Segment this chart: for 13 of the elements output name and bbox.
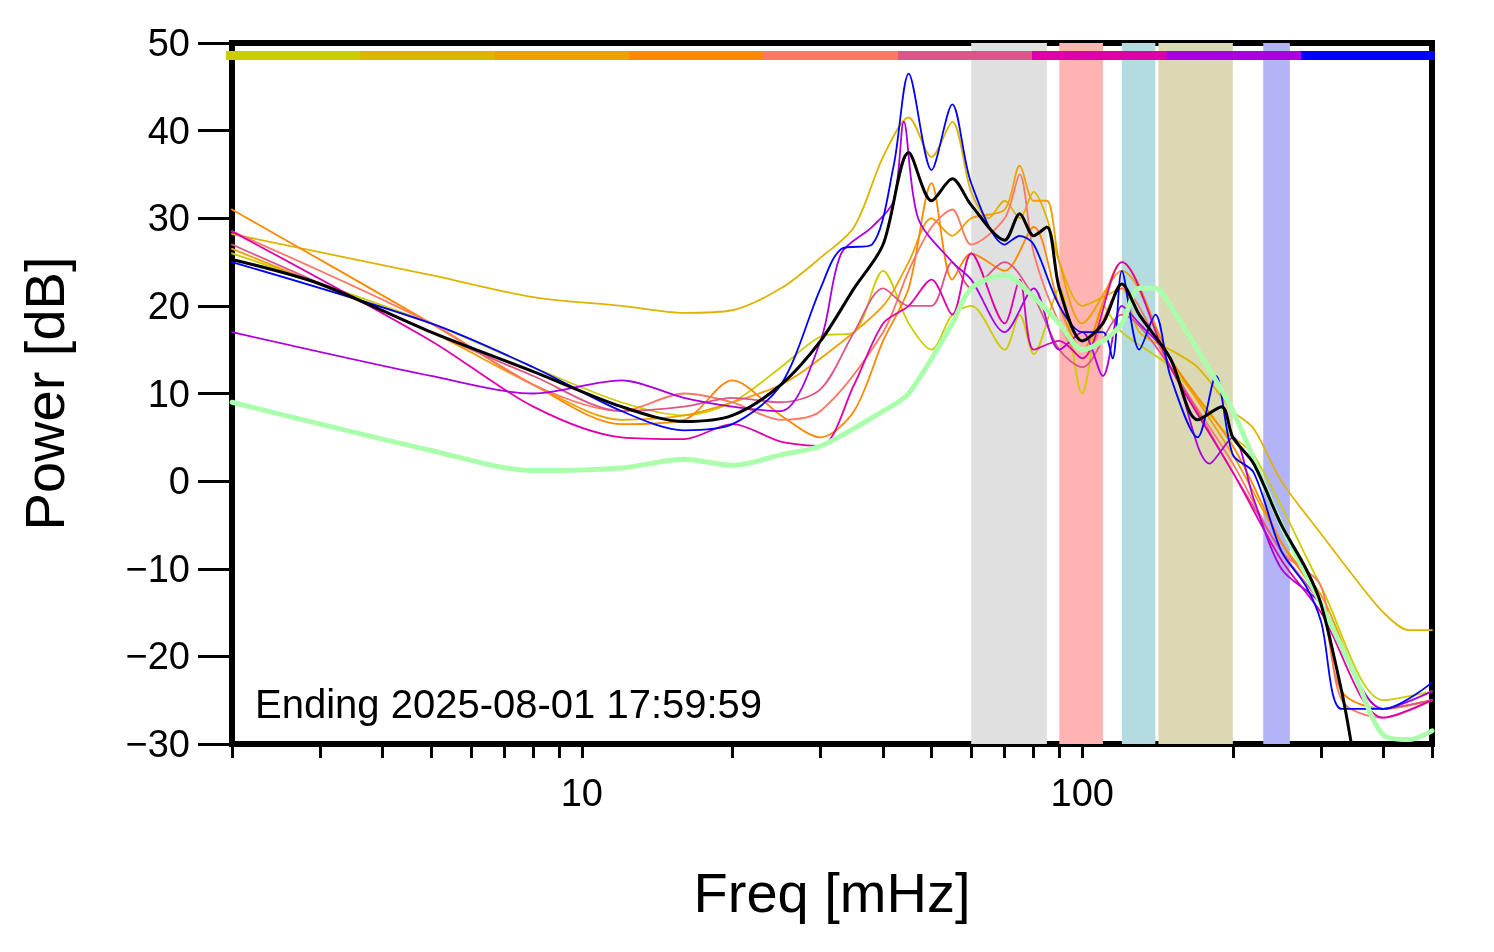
y-tick-label: 0 (168, 460, 190, 503)
x-tick-label: 100 (1050, 772, 1114, 814)
y-tick-label: 40 (147, 109, 190, 152)
annotation: Ending 2025-08-01 17:59:59 (255, 682, 763, 726)
y-tick-label: 30 (147, 197, 190, 240)
y-tick-label: −20 (125, 635, 190, 678)
y-tick-label: 50 (147, 22, 190, 64)
y-tick-label: −30 (125, 723, 190, 765)
x-axis-title: Freq [mHz] (693, 860, 971, 924)
y-axis-title: Power [dB] (12, 256, 76, 531)
y-tick-label: 20 (147, 284, 190, 327)
y-tick-label: −10 (125, 547, 190, 590)
y-tick-label: 10 (147, 372, 190, 415)
